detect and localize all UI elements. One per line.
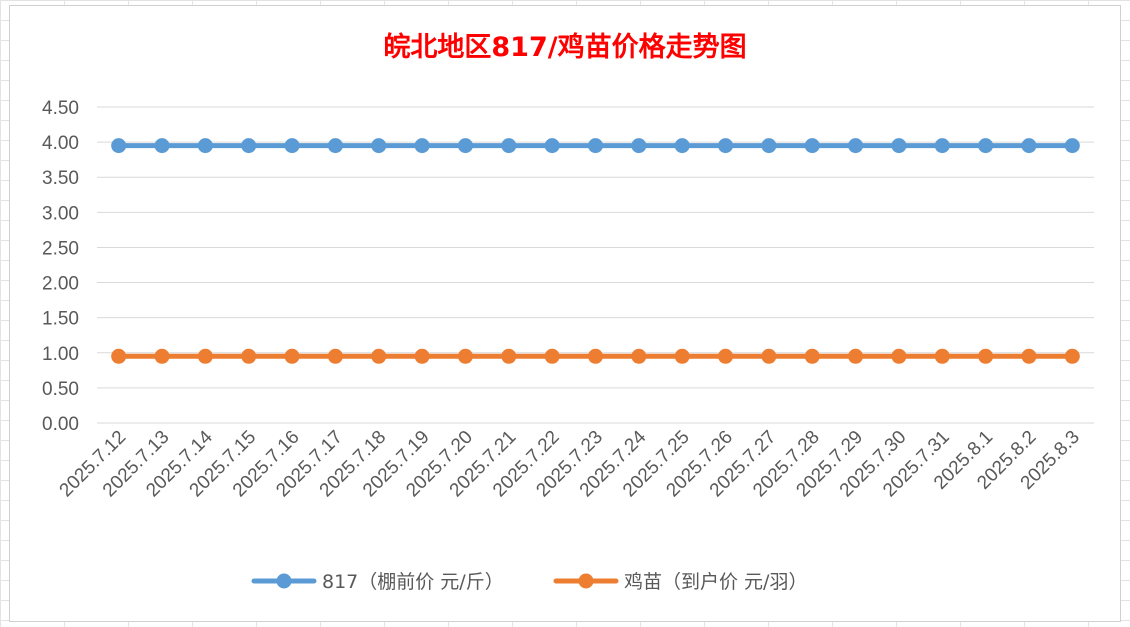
y-tick-label: 0.50 (42, 379, 79, 400)
series-lines (111, 138, 1080, 364)
data-point[interactable] (197, 348, 213, 364)
data-point[interactable] (804, 138, 820, 154)
data-point[interactable] (154, 348, 170, 364)
data-point[interactable] (934, 138, 950, 154)
data-point[interactable] (111, 348, 127, 364)
data-point[interactable] (718, 348, 734, 364)
data-point[interactable] (761, 138, 777, 154)
y-tick-label: 4.50 (42, 98, 79, 119)
data-point[interactable] (1064, 348, 1080, 364)
data-point[interactable] (327, 138, 343, 154)
data-point[interactable] (457, 348, 473, 364)
y-tick-label: 4.00 (42, 133, 79, 154)
data-point[interactable] (371, 348, 387, 364)
y-tick-label: 2.50 (42, 238, 79, 259)
legend-item[interactable]: 817（棚前价 元/斤） (251, 571, 504, 593)
data-point[interactable] (197, 138, 213, 154)
x-axis-tick-labels: 2025.7.122025.7.132025.7.142025.7.152025… (56, 426, 1084, 501)
data-point[interactable] (284, 348, 300, 364)
legend-label: 817（棚前价 元/斤） (322, 571, 504, 593)
legend-label: 鸡苗（到户价 元/羽） (624, 571, 807, 593)
y-tick-label: 1.50 (42, 309, 79, 330)
data-point[interactable] (501, 348, 517, 364)
data-point[interactable] (631, 348, 647, 364)
data-point[interactable] (631, 138, 647, 154)
legend-point-marker (276, 573, 292, 589)
y-tick-label: 2.00 (42, 274, 79, 295)
data-point[interactable] (501, 138, 517, 154)
y-tick-label: 3.00 (42, 203, 79, 224)
gridlines (97, 106, 1094, 424)
y-axis-tick-labels: 0.00 0.50 1.00 1.50 2.00 2.50 3.00 3.50 4.00 4.50 (42, 98, 79, 435)
data-point[interactable] (891, 138, 907, 154)
data-point[interactable] (978, 138, 994, 154)
series-2 (111, 348, 1080, 364)
data-point[interactable] (674, 348, 690, 364)
series-1 (111, 138, 1080, 154)
chart-title: 皖北地区817/鸡苗价格走势图 (383, 32, 746, 63)
data-point[interactable] (848, 348, 864, 364)
data-point[interactable] (848, 138, 864, 154)
data-point[interactable] (457, 138, 473, 154)
data-point[interactable] (241, 138, 257, 154)
data-point[interactable] (891, 348, 907, 364)
data-point[interactable] (804, 348, 820, 364)
data-point[interactable] (544, 138, 560, 154)
y-tick-label: 0.00 (42, 414, 79, 435)
data-point[interactable] (934, 348, 950, 364)
data-point[interactable] (588, 348, 603, 364)
y-tick-label: 1.00 (42, 344, 79, 365)
data-point[interactable] (1021, 138, 1037, 154)
data-point[interactable] (588, 138, 603, 154)
data-point[interactable] (241, 348, 257, 364)
data-point[interactable] (414, 138, 430, 154)
data-point[interactable] (761, 348, 777, 364)
chart-area[interactable] (9, 5, 1121, 622)
data-point[interactable] (154, 138, 170, 154)
data-point[interactable] (718, 138, 734, 154)
data-point[interactable] (1064, 138, 1080, 154)
legend: 817（棚前价 元/斤） 鸡苗（到户价 元/羽） (251, 571, 807, 593)
data-point[interactable] (1021, 348, 1037, 364)
legend-item[interactable]: 鸡苗（到户价 元/羽） (553, 571, 807, 593)
data-point[interactable] (544, 348, 560, 364)
data-point[interactable] (414, 348, 430, 364)
legend-point-marker (578, 573, 594, 589)
y-tick-label: 3.50 (42, 168, 79, 189)
data-point[interactable] (978, 348, 994, 364)
data-point[interactable] (111, 138, 127, 154)
data-point[interactable] (284, 138, 300, 154)
data-point[interactable] (327, 348, 343, 364)
data-point[interactable] (674, 138, 690, 154)
data-point[interactable] (371, 138, 387, 154)
